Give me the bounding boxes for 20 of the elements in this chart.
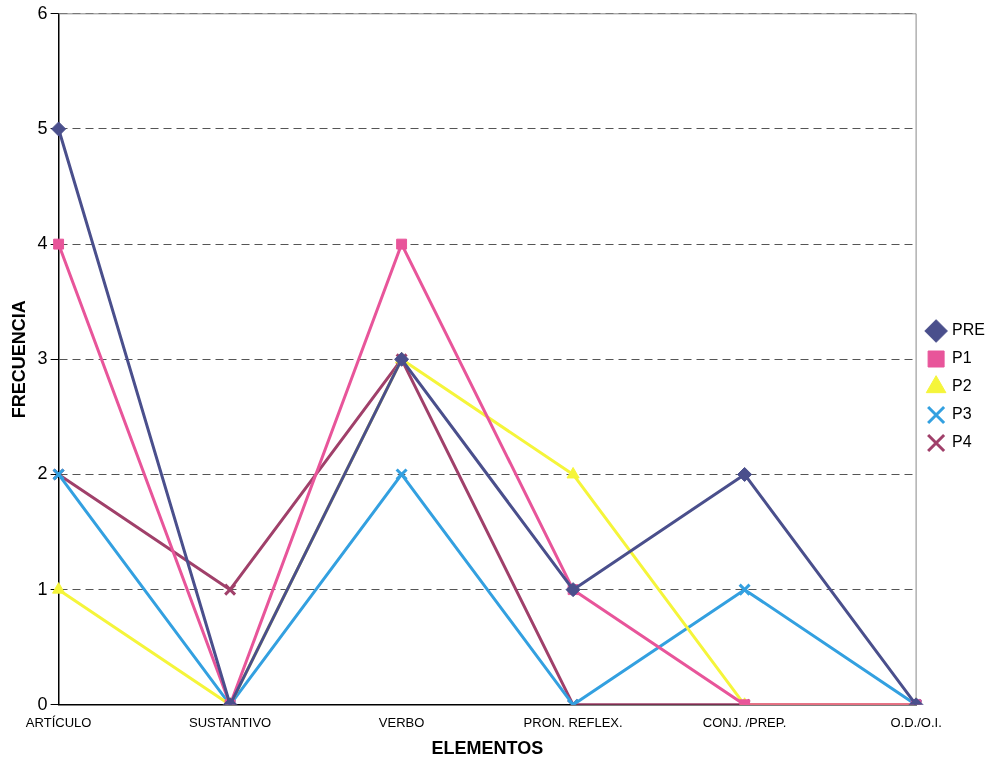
x-axis-title: ELEMENTOS — [431, 738, 544, 759]
y-tick-label: 3 — [37, 348, 48, 369]
y-tick-label: 1 — [37, 578, 48, 599]
legend-label: P2 — [952, 377, 972, 395]
x-tick-label: SUSTANTIVO — [189, 715, 272, 731]
x-tick-label: O.D./O.I. — [890, 715, 942, 731]
legend-label: P4 — [952, 433, 972, 451]
y-tick-label: 5 — [37, 117, 48, 138]
y-tick-label: 6 — [37, 2, 48, 23]
x-tick-label: VERBO — [378, 715, 425, 731]
x-tick-label: ARTÍCULO — [25, 715, 92, 731]
y-axis-title: FRECUENCIA — [8, 300, 29, 419]
x-tick-label: CONJ. /PREP. — [702, 715, 787, 731]
legend-label: P1 — [952, 349, 972, 367]
legend-label: PRE — [952, 321, 986, 339]
y-tick-label: 0 — [37, 693, 48, 714]
legend-label: P3 — [952, 405, 972, 423]
y-tick-label: 4 — [37, 233, 48, 254]
y-tick-label: 2 — [37, 463, 48, 484]
x-tick-label: PRON. REFLEX. — [523, 715, 623, 731]
